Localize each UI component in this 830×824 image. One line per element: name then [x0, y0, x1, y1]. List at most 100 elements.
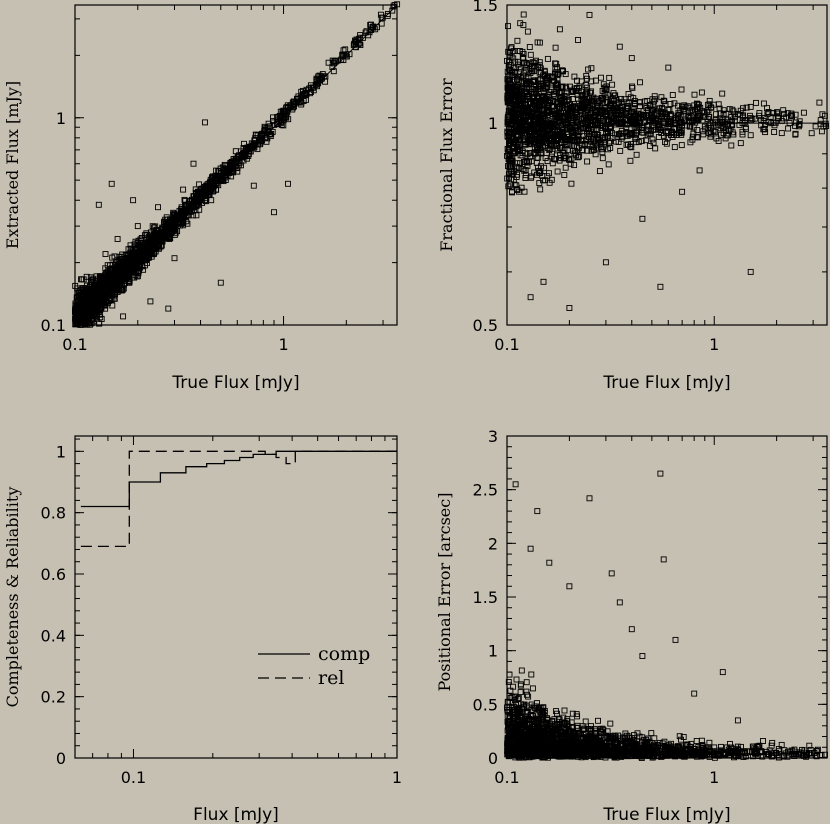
data-point: [630, 732, 637, 739]
data-point: [529, 685, 536, 692]
series-rel-line: [80, 450, 397, 548]
data-point: [107, 279, 114, 286]
data-point: [234, 155, 241, 162]
data-point: [771, 129, 778, 135]
data-point: [586, 11, 593, 18]
data-point: [99, 274, 106, 281]
p2-x-axis-title: True Flux [mJy]: [602, 373, 730, 393]
data-point: [527, 150, 534, 156]
data-point: [285, 180, 291, 187]
data-point: [537, 186, 544, 193]
data-point: [252, 131, 259, 138]
data-point: [747, 132, 754, 139]
data-point: [524, 162, 531, 169]
data-point: [726, 128, 733, 134]
data-point: [155, 204, 161, 211]
y-tick-label: 0.5: [473, 316, 498, 335]
data-point: [152, 223, 159, 230]
data-point: [355, 35, 362, 42]
data-point: [520, 11, 527, 18]
data-point: [147, 298, 154, 305]
data-point: [101, 297, 107, 304]
y-tick-label: 0.1: [41, 316, 66, 335]
data-point: [199, 199, 206, 206]
y-tick-label: 0.8: [41, 504, 66, 523]
data-point: [546, 170, 552, 177]
data-point: [183, 205, 190, 212]
data-point: [149, 233, 156, 240]
data-point: [165, 305, 172, 312]
data-point: [241, 149, 248, 156]
data-point: [163, 225, 170, 232]
data-point: [614, 100, 621, 107]
data-point: [220, 169, 227, 176]
data-point: [248, 144, 255, 151]
data-point: [234, 165, 241, 171]
data-point: [241, 140, 247, 147]
data-point: [384, 12, 391, 19]
data-point: [79, 306, 86, 313]
data-point: [657, 283, 664, 290]
p1-frame: [74, 4, 398, 326]
data-point: [125, 246, 132, 253]
y-tick-label: 0.2: [41, 688, 66, 707]
data-point: [265, 120, 272, 127]
data-point: [517, 20, 524, 27]
data-point: [197, 186, 204, 193]
data-point: [72, 304, 79, 311]
data-point: [764, 105, 770, 112]
data-point: [698, 89, 705, 96]
data-point: [607, 720, 614, 727]
data-point: [554, 168, 561, 175]
x-tick-label: 0.1: [62, 335, 87, 354]
data-point: [646, 142, 653, 149]
y-tick-label: 1: [488, 114, 498, 133]
data-point: [517, 689, 524, 696]
data-point: [245, 145, 252, 152]
data-point: [671, 144, 678, 151]
p3-lines: [80, 450, 397, 548]
data-point: [132, 246, 139, 253]
data-point: [93, 315, 100, 322]
data-point: [147, 229, 154, 236]
data-point: [84, 298, 91, 305]
data-point: [596, 168, 603, 175]
data-point: [556, 26, 563, 33]
data-point: [588, 65, 595, 72]
data-point: [561, 172, 568, 178]
data-point: [120, 313, 127, 320]
data-point: [544, 55, 551, 62]
data-point: [652, 96, 659, 103]
data-point: [808, 130, 815, 137]
data-point: [753, 99, 759, 106]
p3-frame: [74, 435, 398, 759]
p3-y-axis-title: Completeness & Reliability: [3, 487, 22, 708]
data-point: [270, 114, 276, 121]
data-point: [85, 299, 92, 306]
data-point: [585, 66, 592, 73]
data-point: [616, 43, 623, 50]
p1-points: [72, 1, 401, 328]
data-point: [517, 682, 524, 689]
data-point: [598, 74, 604, 81]
x-tick-label: 0.1: [121, 768, 146, 787]
data-point: [628, 55, 635, 62]
data-point: [696, 167, 703, 174]
data-point: [606, 74, 613, 81]
data-point: [181, 196, 188, 203]
x-tick-label: 1: [278, 335, 288, 354]
data-point: [720, 107, 727, 114]
data-point: [665, 64, 672, 71]
y-tick-label: 1: [56, 442, 66, 461]
data-point: [284, 109, 291, 116]
data-point: [227, 166, 234, 173]
data-point: [166, 234, 173, 241]
data-point: [101, 301, 108, 308]
data-point: [78, 276, 84, 283]
data-point: [291, 98, 298, 105]
data-point: [520, 22, 527, 29]
data-point: [595, 717, 601, 724]
data-point: [559, 67, 566, 74]
y-tick-label: 0.6: [41, 565, 66, 584]
